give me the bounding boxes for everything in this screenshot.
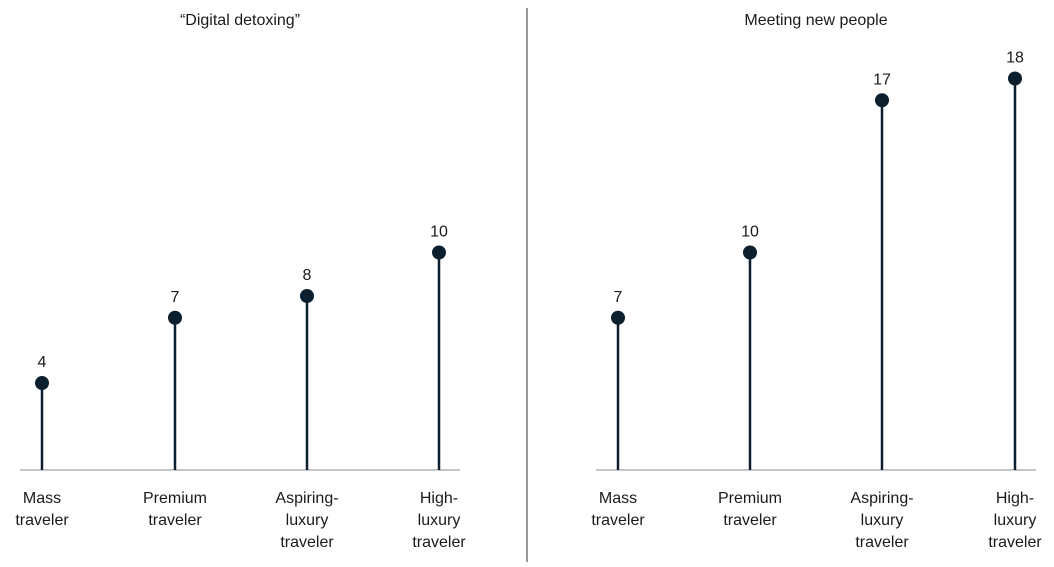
category-label-line: High- [420,490,458,507]
category-label: Premium traveler [143,490,207,529]
category-label: High-luxury traveler [988,490,1042,551]
category-label-line: Aspiring- [850,490,913,507]
category-label-line: Mass [23,490,61,507]
lollipop-marker [611,310,625,325]
category-label-line: Mass [599,490,637,507]
lollipop-marker [300,289,314,303]
data-label: 8 [303,267,312,284]
category-label-line: luxury [418,512,461,529]
data-label: 4 [38,354,47,371]
category-label-line: traveler [280,534,334,551]
category-label-line: luxury [286,512,329,529]
category-label-line: traveler [988,534,1042,551]
data-label: 17 [873,71,891,88]
lollipop-marker [1008,71,1022,86]
category-label: Premium traveler [718,490,782,529]
category-label-line: traveler [15,512,69,529]
category-label-line: traveler [855,534,909,551]
category-label-line: traveler [723,512,777,529]
category-label-line: luxury [994,512,1037,529]
category-label-line: Premium [718,490,782,507]
data-label: 7 [614,289,623,306]
category-label: Aspiring-luxury traveler [850,490,913,551]
chart-panel-2: Meeting new people 7 Mass traveler 10 Premium… [591,12,1042,551]
category-label-line: High- [996,490,1034,507]
lollipop-marker [875,93,889,108]
category-label: Mass traveler [15,490,69,529]
lollipop-marker [168,310,182,325]
category-label: Mass traveler [591,490,645,529]
category-label-line: luxury [861,512,904,529]
panel-title: Meeting new people [744,12,887,29]
chart-panel-1: “Digital detoxing” 4 Mass traveler 7 Premium t… [15,12,466,551]
category-label-line: traveler [148,512,202,529]
category-label-line: traveler [412,534,466,551]
category-label: High-luxury traveler [412,490,466,551]
lollipop-marker [35,376,49,390]
data-label: 10 [741,224,759,241]
data-label: 10 [430,224,448,241]
category-label-line: Premium [143,490,207,507]
lollipop-marker [432,245,446,260]
lollipop-marker [743,245,757,260]
category-label-line: Aspiring- [275,490,338,507]
data-label: 7 [171,289,180,306]
data-label: 18 [1006,50,1024,67]
category-label: Aspiring-luxury traveler [275,490,338,551]
panel-title: “Digital detoxing” [180,12,300,29]
category-label-line: traveler [591,512,645,529]
